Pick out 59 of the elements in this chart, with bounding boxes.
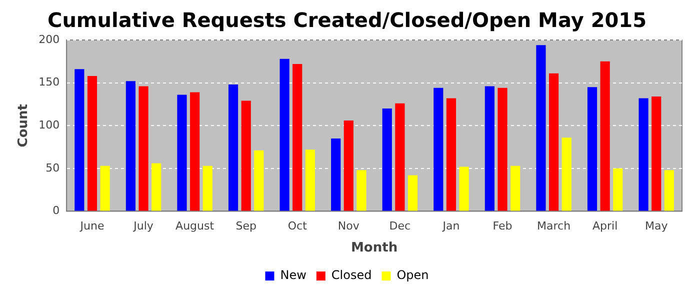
bar [331, 138, 341, 211]
bar [254, 150, 264, 211]
bar [100, 166, 110, 211]
bar [408, 175, 418, 211]
x-axis-title: Month [351, 240, 398, 256]
bar [356, 170, 366, 211]
bar [87, 76, 98, 211]
bar [292, 64, 302, 211]
y-tick-label: 0 [52, 204, 60, 218]
x-tick-label: March [537, 220, 571, 233]
bar [241, 100, 251, 211]
bar [459, 166, 469, 211]
bar [305, 150, 315, 211]
bar [177, 94, 187, 211]
bar [536, 45, 546, 211]
bar [190, 92, 200, 211]
bar [484, 86, 494, 211]
bar [548, 73, 559, 211]
bar [446, 98, 456, 211]
y-tick-label: 100 [38, 118, 60, 132]
legend-label: Closed [331, 268, 372, 282]
x-tick-label: Jan [442, 220, 460, 233]
x-tick-label: Dec [389, 220, 411, 233]
chart-title: Cumulative Requests Created/Closed/Open May 2015 [48, 8, 646, 32]
y-tick-label: 200 [38, 32, 60, 46]
bar [138, 86, 148, 211]
bar [498, 88, 508, 211]
x-tick-label: April [592, 220, 618, 233]
x-tick-label: May [644, 220, 668, 233]
bar [613, 168, 623, 211]
bar [395, 103, 405, 211]
bar [74, 69, 84, 211]
bar [228, 84, 238, 211]
bar [600, 61, 610, 211]
bar [434, 88, 444, 211]
bar [638, 98, 648, 211]
y-axis-title: Count [16, 104, 32, 148]
x-tick-label: June [79, 220, 104, 233]
bar [652, 96, 662, 211]
x-tick-label: July [132, 220, 154, 233]
y-tick-label: 50 [46, 161, 60, 174]
bar [202, 166, 212, 211]
x-tick-label: Oct [288, 220, 308, 233]
bar [344, 120, 354, 211]
bar [510, 166, 520, 211]
bar [587, 87, 598, 211]
x-tick-label: Nov [338, 220, 360, 233]
legend-label: Open [396, 268, 429, 282]
x-tick-label: Sep [236, 220, 256, 233]
bar [280, 58, 290, 211]
y-tick-label: 150 [38, 76, 60, 89]
x-tick-label: Feb [492, 220, 512, 233]
x-tick-label: August [176, 220, 215, 233]
legend-label: New [280, 268, 307, 282]
bar [562, 138, 572, 211]
bar [152, 163, 162, 211]
bar [126, 81, 136, 211]
bar [382, 108, 392, 211]
bar [664, 170, 674, 211]
